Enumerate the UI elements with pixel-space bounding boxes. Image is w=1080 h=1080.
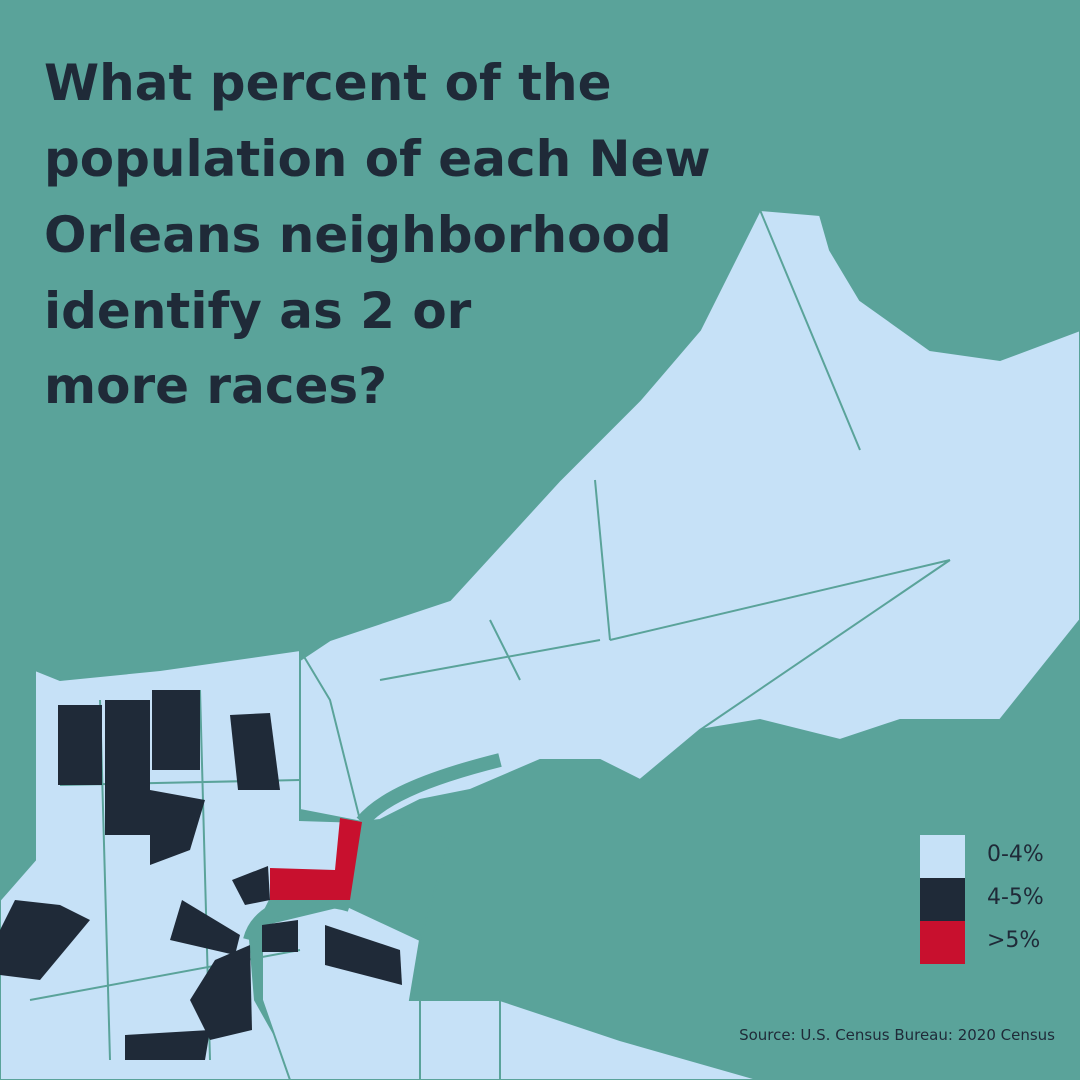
legend-label: 4-5%	[987, 885, 1044, 910]
east-land	[299, 208, 1080, 824]
title: What percent of the population of each N…	[44, 54, 711, 415]
area-4-5	[325, 925, 402, 985]
area-4-5	[125, 1030, 210, 1060]
area-4-5	[105, 700, 150, 835]
area-4-5	[150, 790, 205, 865]
area-4-5	[190, 945, 252, 1040]
title-line: population of each New	[44, 130, 711, 188]
legend-label: 0-4%	[987, 842, 1044, 867]
area-4-5	[0, 900, 90, 980]
legend-swatch	[920, 835, 965, 878]
source: Source: U.S. Census Bureau: 2020 Census	[739, 1026, 1055, 1044]
title-line: identify as 2 or	[44, 282, 472, 340]
area-4-5	[230, 713, 280, 790]
area-4-5	[262, 920, 298, 952]
area-4-5	[232, 866, 270, 905]
title-line: What percent of the	[44, 54, 612, 112]
title-line: Orleans neighborhood	[44, 206, 672, 264]
legend-swatch	[920, 878, 965, 921]
legend-label: >5%	[987, 928, 1040, 953]
area-4-5	[170, 900, 240, 955]
legend-swatch	[920, 921, 965, 964]
area-4-5	[152, 690, 200, 770]
area-4-5	[58, 705, 102, 785]
title-line: more races?	[44, 357, 387, 415]
boundaries	[29, 209, 951, 1080]
map	[0, 208, 1080, 1080]
legend: 0-4% 4-5% >5%	[920, 835, 1044, 964]
river	[243, 753, 502, 943]
area-over-5	[270, 818, 362, 900]
